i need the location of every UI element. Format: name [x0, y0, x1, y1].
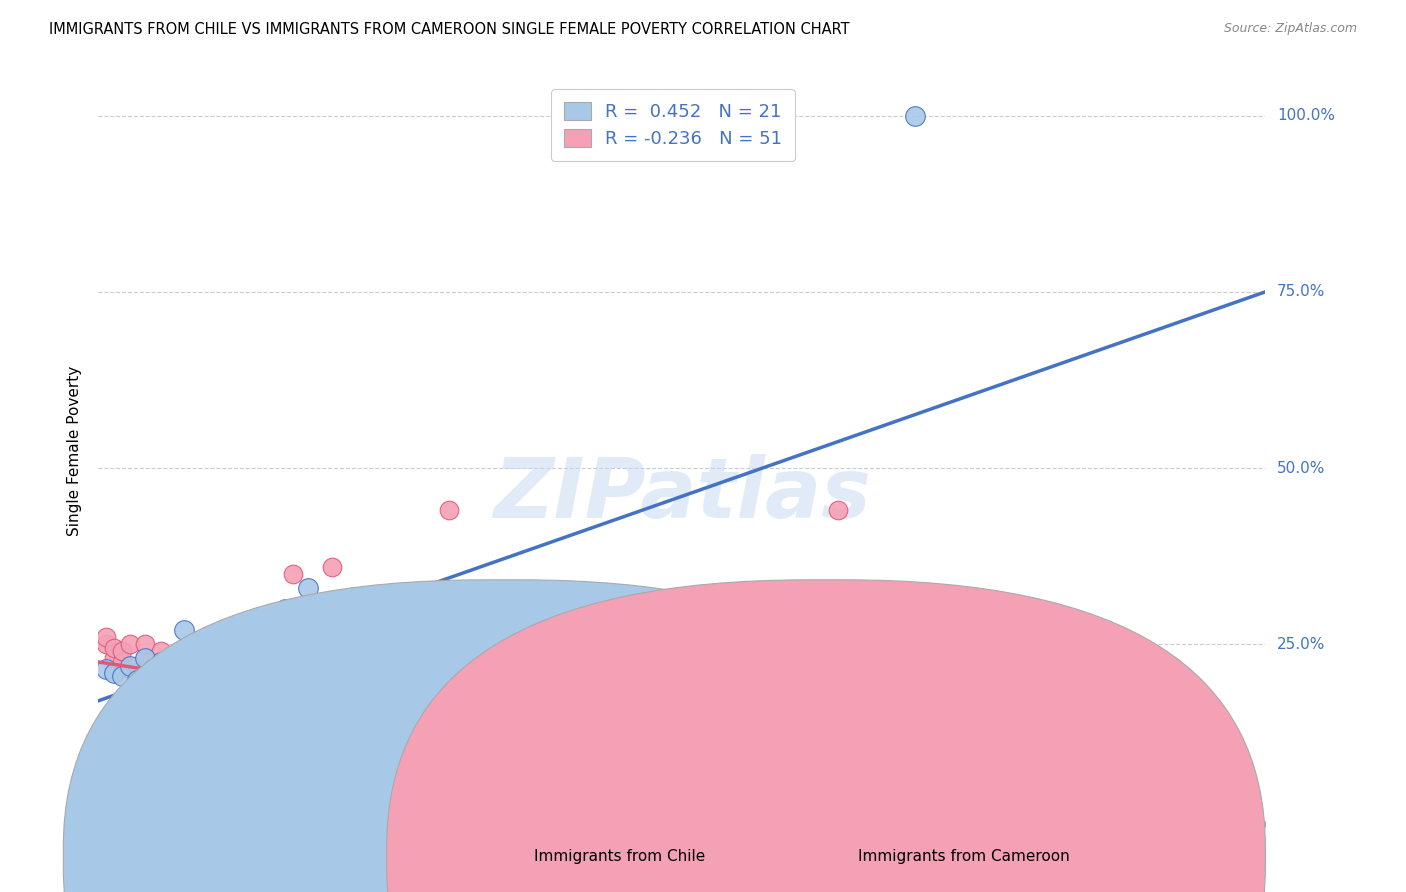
Point	[321, 559, 343, 574]
Point	[228, 673, 250, 687]
Text: 25.0%: 25.0%	[1277, 637, 1326, 652]
Point	[134, 637, 156, 651]
Point	[305, 673, 328, 687]
Point	[142, 665, 165, 680]
Text: Immigrants from Chile: Immigrants from Chile	[534, 849, 706, 863]
Point	[243, 694, 266, 708]
Point	[96, 630, 118, 644]
Point	[477, 704, 499, 718]
Point	[180, 694, 202, 708]
Text: 50.0%: 50.0%	[1277, 460, 1326, 475]
Point	[127, 673, 149, 687]
Point	[142, 662, 165, 676]
Point	[274, 704, 297, 718]
Point	[219, 707, 242, 722]
Point	[437, 503, 460, 517]
Point	[173, 704, 195, 718]
Point	[188, 658, 211, 673]
Point	[127, 658, 149, 673]
Point	[165, 673, 187, 687]
Point	[398, 729, 420, 743]
Point	[515, 729, 537, 743]
Point	[96, 637, 118, 651]
Point	[865, 704, 887, 718]
Point	[103, 651, 125, 665]
Text: ZIPatlas: ZIPatlas	[494, 454, 870, 535]
Point	[477, 624, 499, 638]
Point	[1098, 757, 1121, 772]
Legend: R =  0.452   N = 21, R = -0.236   N = 51: R = 0.452 N = 21, R = -0.236 N = 51	[551, 89, 794, 161]
Point	[554, 743, 576, 757]
Point	[593, 736, 616, 750]
Point	[904, 109, 927, 123]
Point	[103, 640, 125, 655]
Point	[149, 658, 172, 673]
Point	[118, 637, 141, 651]
Text: IMMIGRANTS FROM CHILE VS IMMIGRANTS FROM CAMEROON SINGLE FEMALE POVERTY CORRELAT: IMMIGRANTS FROM CHILE VS IMMIGRANTS FROM…	[49, 22, 849, 37]
Point	[188, 633, 211, 648]
Point	[103, 665, 125, 680]
Point	[336, 722, 359, 736]
Point	[631, 658, 654, 673]
Point	[250, 616, 273, 631]
Point	[111, 644, 134, 658]
Point	[157, 676, 180, 690]
Point	[297, 718, 319, 732]
Point	[118, 662, 141, 676]
Point	[212, 714, 235, 729]
Point	[173, 624, 195, 638]
Text: Immigrants from Cameroon: Immigrants from Cameroon	[858, 849, 1070, 863]
Point	[134, 651, 156, 665]
Point	[281, 566, 304, 581]
Point	[165, 651, 187, 665]
Point	[228, 637, 250, 651]
Text: Source: ZipAtlas.com: Source: ZipAtlas.com	[1223, 22, 1357, 36]
Point	[142, 683, 165, 698]
Point	[321, 673, 343, 687]
Point	[111, 669, 134, 683]
Point	[165, 690, 187, 705]
Point	[274, 602, 297, 616]
Point	[748, 778, 770, 792]
Text: 15.0%: 15.0%	[1218, 859, 1265, 874]
Point	[382, 707, 405, 722]
Point	[710, 732, 733, 747]
Point	[290, 714, 312, 729]
Point	[157, 673, 180, 687]
Point	[149, 655, 172, 669]
Y-axis label: Single Female Poverty: Single Female Poverty	[67, 366, 83, 535]
Text: 0.0%: 0.0%	[98, 859, 138, 874]
Point	[118, 658, 141, 673]
Point	[134, 651, 156, 665]
Point	[127, 673, 149, 687]
Point	[195, 644, 218, 658]
Point	[297, 581, 319, 595]
Point	[111, 655, 134, 669]
Point	[96, 662, 118, 676]
Point	[827, 503, 849, 517]
Point	[360, 694, 382, 708]
Point	[530, 778, 553, 792]
Point	[259, 637, 281, 651]
Point	[149, 644, 172, 658]
Text: 100.0%: 100.0%	[1277, 108, 1336, 123]
Text: 75.0%: 75.0%	[1277, 285, 1326, 300]
Point	[235, 718, 257, 732]
Point	[787, 747, 810, 761]
Point	[204, 690, 226, 705]
